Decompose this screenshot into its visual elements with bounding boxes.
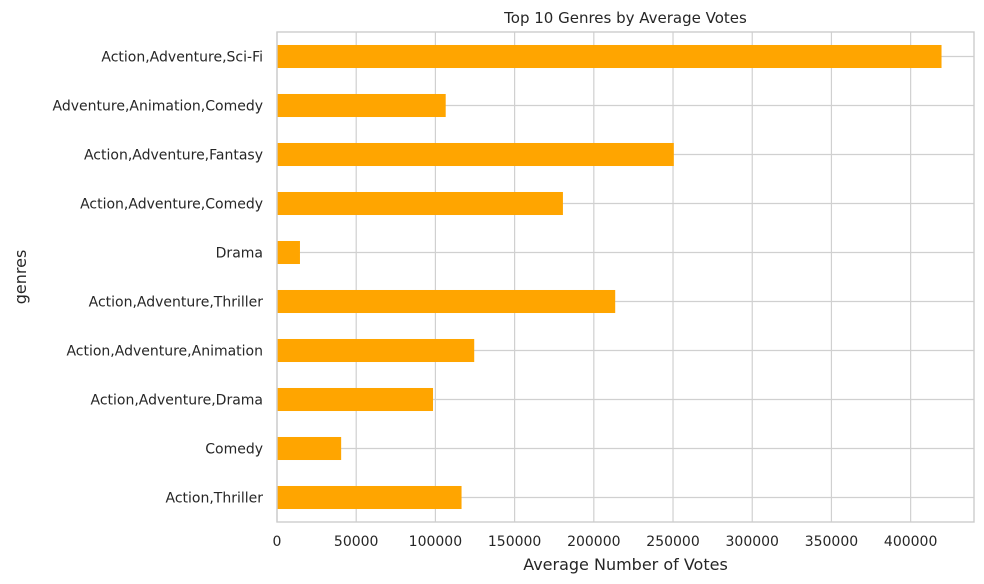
bar	[277, 485, 462, 510]
y-tick-label: Action,Adventure,Sci-Fi	[101, 50, 263, 66]
x-tick-label: 400000	[884, 534, 937, 550]
bar	[277, 191, 563, 216]
y-tick-label: Action,Thriller	[165, 491, 263, 507]
x-tick-label: 50000	[334, 534, 379, 550]
y-tick-label: Drama	[216, 246, 263, 262]
y-tick-label: Comedy	[205, 442, 263, 458]
bar	[277, 44, 942, 69]
bar	[277, 142, 674, 167]
bar	[277, 338, 475, 363]
x-tick-label: 350000	[805, 534, 858, 550]
y-tick-label: Action,Adventure,Drama	[91, 393, 264, 409]
x-tick-labels: 0 50000 100000 150000 200000 250000 300000 3500…	[273, 534, 938, 550]
y-tick-labels: Action,Adventure,Sci-Fi Adventure,Animati…	[53, 50, 264, 507]
bar	[277, 93, 446, 118]
y-tick-label: Action,Adventure,Thriller	[89, 295, 264, 311]
x-tick-label: 200000	[567, 534, 620, 550]
chart-title: Top 10 Genres by Average Votes	[503, 9, 747, 27]
x-tick-label: 150000	[488, 534, 541, 550]
bars	[277, 44, 942, 510]
x-tick-label: 250000	[646, 534, 699, 550]
y-tick-label: Action,Adventure,Comedy	[80, 197, 263, 213]
x-tick-label: 100000	[409, 534, 462, 550]
x-tick-label: 0	[273, 534, 282, 550]
x-axis-label: Average Number of Votes	[523, 555, 728, 574]
bar	[277, 436, 342, 461]
y-tick-label: Action,Adventure,Fantasy	[84, 148, 263, 164]
bar	[277, 387, 434, 412]
x-tick-label: 300000	[726, 534, 779, 550]
plot-frame	[276, 31, 975, 523]
y-axis-label: genres	[11, 250, 30, 305]
bar	[277, 289, 616, 314]
y-tick-label: Adventure,Animation,Comedy	[53, 99, 263, 115]
y-tick-label: Action,Adventure,Animation	[66, 344, 263, 360]
bar	[277, 240, 300, 265]
